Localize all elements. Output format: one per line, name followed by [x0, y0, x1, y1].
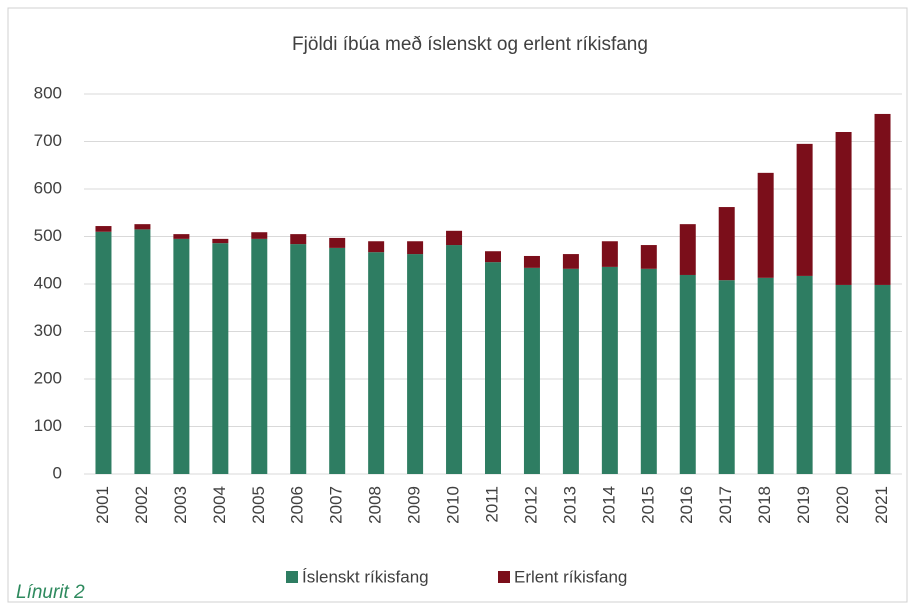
bar-segment	[562, 268, 579, 474]
bar-segment	[835, 132, 852, 285]
bar-segment	[757, 277, 774, 474]
y-tick-label: 200	[34, 368, 62, 387]
legend-label: Íslenskt ríkisfang	[302, 567, 429, 586]
bar-segment	[718, 207, 735, 281]
bar-segment	[601, 241, 618, 267]
caption: Línurit 2	[16, 582, 85, 603]
legend-marker	[286, 571, 298, 583]
bar-segment	[718, 280, 735, 474]
bar-segment	[446, 245, 463, 474]
bar-segment	[562, 254, 579, 269]
bar-segment	[874, 113, 891, 285]
bar-segment	[368, 241, 385, 253]
bar-segment	[368, 252, 385, 474]
x-tick-label: 2020	[833, 486, 852, 524]
y-tick-label: 600	[34, 178, 62, 197]
y-tick-label: 0	[53, 463, 62, 482]
x-tick-label: 2013	[560, 486, 579, 524]
bar-segment	[796, 275, 813, 474]
bar-segment	[134, 224, 151, 230]
x-tick-label: 2007	[327, 486, 346, 524]
x-tick-label: 2015	[638, 486, 657, 524]
bar-segment	[134, 229, 151, 474]
bar-segment	[251, 238, 268, 474]
y-tick-label: 500	[34, 226, 62, 245]
bar-segment	[290, 234, 307, 245]
y-tick-label: 800	[34, 83, 62, 102]
x-tick-label: 2021	[872, 486, 891, 524]
bar-segment	[485, 262, 501, 474]
bar-segment	[523, 255, 540, 268]
bar-segment	[212, 243, 229, 474]
legend-label: Erlent ríkisfang	[514, 567, 627, 586]
bar-segment	[446, 230, 463, 246]
y-tick-label: 400	[34, 273, 62, 292]
x-tick-label: 2009	[405, 486, 424, 524]
y-tick-label: 300	[34, 321, 62, 340]
x-tick-label: 2017	[716, 486, 735, 524]
x-tick-label: 2016	[677, 486, 696, 524]
bar-segment	[212, 238, 229, 244]
chart-title: Fjöldi íbúa með íslenskt og erlent ríkis…	[292, 34, 648, 55]
x-tick-label: 2001	[93, 486, 112, 524]
bar-segment	[835, 284, 852, 474]
x-tick-label: 2018	[755, 486, 774, 524]
bar-segment	[523, 267, 540, 474]
x-tick-label: 2003	[171, 486, 190, 524]
bar-segment	[679, 224, 696, 275]
legend-marker	[498, 571, 510, 583]
x-tick-label: 2008	[366, 486, 385, 524]
x-tick-label: 2012	[521, 486, 540, 524]
y-tick-label: 100	[34, 416, 62, 435]
bar-segment	[329, 247, 346, 474]
x-tick-label: 2002	[132, 486, 151, 524]
x-tick-label: 2019	[794, 486, 813, 524]
bar-segment	[173, 234, 190, 239]
x-tick-label: 2014	[599, 486, 618, 524]
x-tick-label: 2006	[288, 486, 307, 524]
bar-segment	[796, 143, 813, 276]
bar-segment	[679, 274, 696, 474]
x-tick-label: 2004	[210, 486, 229, 524]
bar-segment	[329, 237, 346, 248]
x-tick-label: 2005	[249, 486, 268, 524]
bar-segment	[95, 226, 112, 232]
bar-segment	[407, 241, 424, 255]
bar-segment	[640, 245, 657, 269]
bar-segment	[601, 266, 618, 474]
bar-segment	[874, 284, 891, 474]
bar-segment	[485, 251, 501, 263]
bar-segment	[173, 238, 190, 474]
y-tick-label: 700	[34, 131, 62, 150]
bar-segment	[290, 244, 307, 474]
x-tick-label: 2011	[482, 486, 501, 523]
bar-segment	[640, 268, 657, 474]
bar-segment	[757, 172, 774, 278]
bar-segment	[95, 231, 112, 474]
x-tick-label: 2010	[444, 486, 463, 524]
bar-segment	[251, 232, 268, 239]
bar-segment	[407, 254, 424, 474]
